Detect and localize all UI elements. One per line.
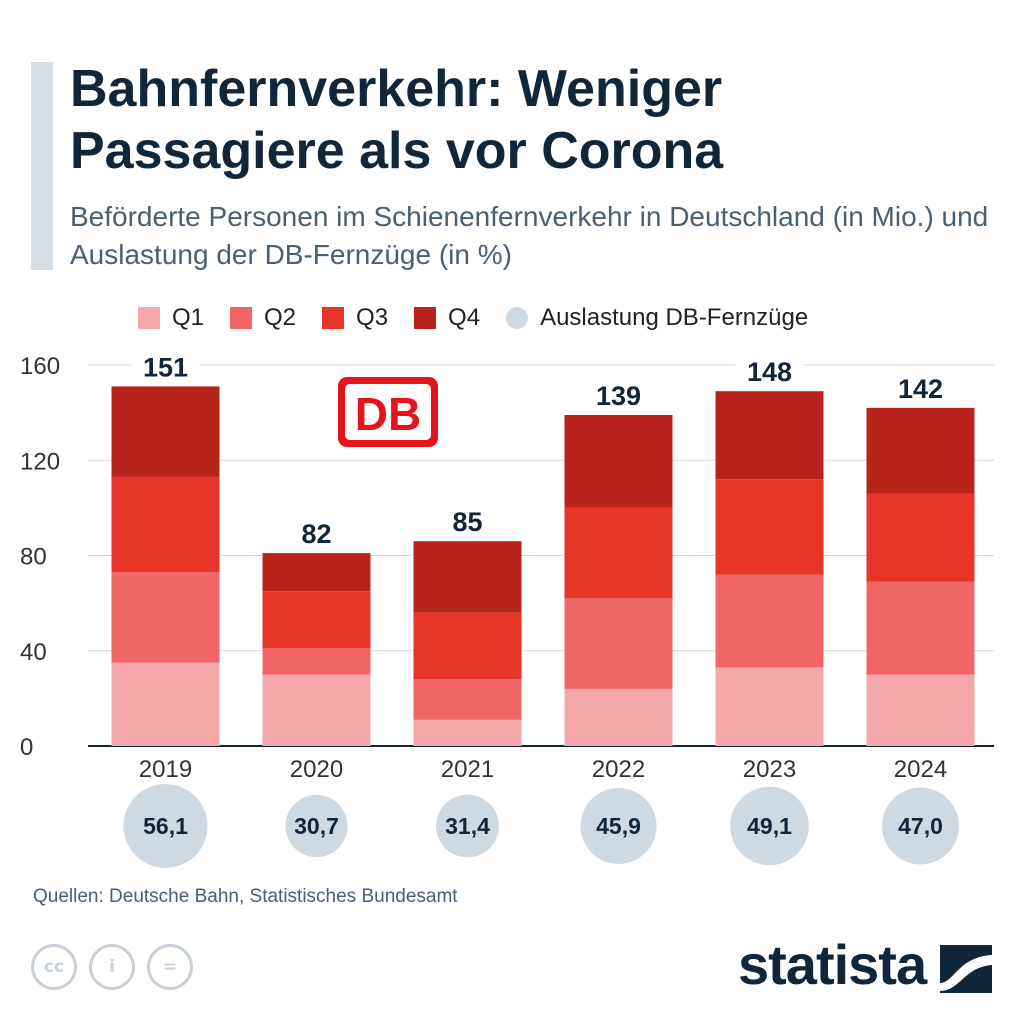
legend-swatch — [322, 307, 345, 329]
nd-icon[interactable]: = — [147, 944, 193, 990]
cc-icon[interactable]: cc — [31, 944, 77, 990]
total-label: 142 — [898, 374, 943, 404]
grid-lines — [88, 364, 994, 747]
chart-subtitle: Beförderte Personen im Schienenfernverke… — [70, 201, 989, 270]
legend-item-auslastung: Auslastung DB-Fernzüge — [506, 304, 808, 332]
x-tick-label: 2022 — [592, 756, 645, 783]
db-logo-inner — [345, 384, 431, 440]
statista-logo-text[interactable]: statista — [738, 933, 927, 996]
bar-segment-q4 — [866, 407, 975, 494]
title-accent-bar — [31, 62, 53, 270]
bar-segment-q1 — [715, 667, 824, 746]
auslastung-label: 45,9 — [596, 813, 641, 839]
y-tick-label: 40 — [20, 639, 47, 666]
bar-segment-q2 — [111, 572, 220, 663]
bar-segment-q1 — [866, 674, 975, 746]
bar-segment-q4 — [564, 415, 673, 508]
bar-segment-q2 — [564, 598, 673, 689]
legend-swatch — [414, 307, 437, 329]
legend-item-q1: Q1 — [138, 304, 204, 332]
x-tick-label: 2019 — [139, 756, 192, 783]
total-label-bg — [433, 503, 502, 540]
db-logo: DB — [338, 377, 438, 447]
bar-segment-q2 — [715, 574, 824, 668]
total-label: 139 — [596, 381, 641, 411]
y-tick-label: 120 — [20, 448, 60, 475]
total-label: 82 — [301, 519, 331, 549]
legend-item-q3: Q3 — [322, 304, 388, 332]
bar-segment-q2 — [262, 648, 371, 675]
legend-swatch — [138, 307, 160, 329]
bar-segment-q3 — [866, 493, 975, 582]
bar-segment-q4 — [262, 553, 371, 592]
bar-segment-q3 — [564, 507, 673, 599]
bar-segment-q3 — [715, 479, 824, 575]
bar-segment-q3 — [111, 476, 220, 573]
bar-segment-q4 — [715, 391, 824, 480]
bar-segment-q1 — [413, 719, 522, 746]
total-label: 148 — [747, 357, 792, 387]
total-label-bg — [131, 348, 200, 385]
auslastung-bubble — [285, 794, 348, 858]
legend-label: Auslastung DB-Fernzüge — [540, 304, 809, 331]
db-logo-text: DB — [355, 388, 421, 440]
auslastung-label: 30,7 — [294, 813, 339, 839]
bar-segment-q1 — [564, 688, 673, 746]
bar-segment-q4 — [413, 541, 522, 613]
bar-segment-q4 — [111, 386, 220, 477]
statista-logo-icon — [940, 945, 992, 993]
auslastung-bubble — [436, 794, 499, 858]
total-label-bg — [282, 515, 351, 552]
x-tick-label: 2020 — [290, 756, 343, 783]
source-note: Quellen: Deutsche Bahn, Statistisches Bu… — [33, 886, 458, 907]
bars — [111, 348, 975, 746]
y-tick-label: 80 — [20, 544, 47, 571]
y-tick-label: 0 — [20, 734, 33, 761]
x-tick-label: 2024 — [894, 756, 947, 783]
auslastung-label: 47,0 — [898, 813, 943, 839]
auslastung-bubble — [882, 787, 959, 865]
auslastung-bubble — [580, 788, 657, 864]
total-label: 151 — [143, 352, 188, 382]
bar-segment-q2 — [413, 679, 522, 720]
total-label: 85 — [452, 507, 482, 537]
bar-segment-q2 — [866, 581, 975, 675]
total-label-bg — [735, 353, 804, 390]
legend-label: Q4 — [448, 304, 481, 331]
legend: Q1 Q2 Q3 Q4 Auslastung DB-Fernzüge — [138, 300, 834, 336]
auslastung-bubble — [123, 784, 208, 868]
legend-swatch — [230, 307, 253, 329]
auslastung-label: 56,1 — [143, 813, 188, 839]
y-tick-label: 160 — [20, 353, 60, 380]
bar-segment-q1 — [262, 674, 371, 746]
labels: 0 40 80 120 160 151 2019 56,1 82 2020 30,7 85 2021 31… — [20, 352, 959, 868]
legend-label: Q3 — [356, 304, 389, 331]
bar-segment-q1 — [111, 662, 220, 746]
legend-label: Q1 — [172, 304, 205, 331]
x-tick-label: 2021 — [441, 756, 494, 783]
legend-item-q4: Q4 — [414, 304, 480, 332]
total-label-bg — [886, 369, 955, 406]
x-tick-label: 2023 — [743, 756, 796, 783]
auslastung-bubble — [730, 786, 809, 866]
chart-title: Bahnfernverkehr: Weniger Passagiere als … — [70, 60, 724, 180]
legend-dot — [506, 307, 529, 329]
auslastung-label: 49,1 — [747, 813, 792, 839]
auslastung-label: 31,4 — [445, 813, 490, 839]
by-icon[interactable]: i — [89, 944, 135, 990]
license-icons: cc i = — [31, 944, 205, 990]
legend-item-q2: Q2 — [230, 304, 296, 332]
legend-label: Q2 — [264, 304, 297, 331]
bar-segment-q3 — [262, 591, 371, 649]
bar-segment-q3 — [413, 612, 522, 680]
total-label-bg — [584, 377, 653, 414]
chart-plot: 0 40 80 120 160 151 2019 56,1 82 2020 30,7 85 2021 31… — [20, 348, 994, 868]
